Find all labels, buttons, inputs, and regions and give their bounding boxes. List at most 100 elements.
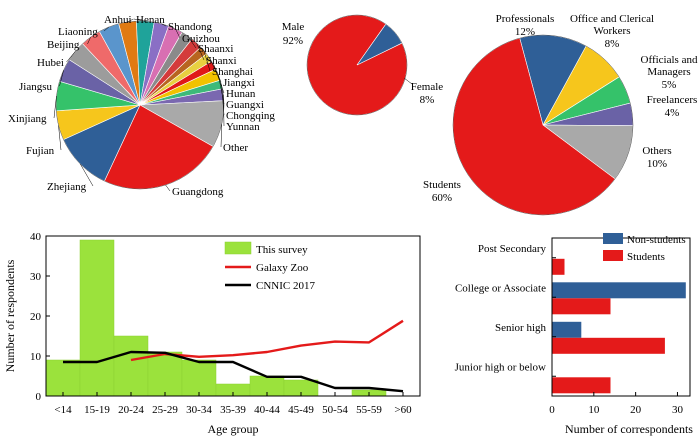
gender-pie-outline <box>306 14 408 116</box>
age-xtick-label-20-24: 20-24 <box>118 404 144 416</box>
age-ytick-label-0: 0 <box>36 391 42 403</box>
occupation-label-others: Others <box>642 145 671 157</box>
edu-xtick-label-10: 10 <box>588 404 600 416</box>
age-bar-15-19 <box>79 239 115 397</box>
province-label-guangxi: Guangxi <box>226 99 264 111</box>
age-line-cnnic-2017 <box>63 350 404 393</box>
province-label-shanxi: Shanxi <box>206 55 237 67</box>
age-legend-label-cnnic-2017: CNNIC 2017 <box>256 280 315 292</box>
province-leader-shanghai <box>203 50 211 72</box>
age-xlabel: Age group <box>208 422 259 436</box>
edu-plot-frame <box>551 237 691 397</box>
age-xtick-label-15-19: 15-19 <box>84 404 110 416</box>
province-label-anhui: Anhui <box>104 14 132 26</box>
occupation-label-professionals: Professionals <box>496 13 555 25</box>
age-bar-20-24 <box>113 335 149 397</box>
occupation-label-officials-and: Officials and <box>641 54 698 66</box>
edu-category-label-senior-high: Senior high <box>495 322 547 334</box>
province-label-hubei: Hubei <box>37 57 64 69</box>
occupation-pct-officials-and: 5% <box>662 79 677 91</box>
province-leader-jiangsu <box>59 70 64 87</box>
occupation-pct-office-and-clerical: 8% <box>605 38 620 50</box>
age-xtick-label-14: <14 <box>54 404 72 416</box>
province-pie-outline <box>55 20 225 190</box>
province-label-zhejiang: Zhejiang <box>47 181 87 193</box>
gender-label-female: Female <box>411 81 443 93</box>
province-leader-guangxi <box>218 74 225 105</box>
age-bar-14 <box>45 359 81 397</box>
edu-bar-non-students-senior-high <box>552 321 582 338</box>
edu-legend-swatch-students <box>603 250 623 261</box>
age-ytick-label-20: 20 <box>30 311 42 323</box>
province-label-xinjiang: Xinjiang <box>8 113 47 125</box>
province-label-chongqing: Chongqing <box>226 110 275 122</box>
age-xtick-label-30-34: 30-34 <box>186 404 212 416</box>
province-leader-beijing <box>87 36 91 45</box>
province-label-other: Other <box>223 142 248 154</box>
age-xtick-label-55-59: 55-59 <box>356 404 382 416</box>
occupation-pct-freelancers: 4% <box>665 107 680 119</box>
province-leader-shaanxi <box>186 35 197 49</box>
province-leader-other <box>220 124 222 148</box>
province-label-guangdong: Guangdong <box>172 186 224 198</box>
province-label-jiangxi: Jiangxi <box>223 77 255 89</box>
edu-xtick-label-20: 20 <box>630 404 642 416</box>
occupation-pct-others: 10% <box>647 158 667 170</box>
gender-pct-female: 8% <box>420 94 435 106</box>
age-legend-swatch-this-survey <box>224 241 252 255</box>
occupation-pct-students: 60% <box>432 192 452 204</box>
age-xtick-label-50-54: 50-54 <box>322 404 348 416</box>
occupation-label2-office-and-clerical: Workers <box>594 25 631 37</box>
province-leader-fujian <box>58 125 62 151</box>
age-legend-label-this-survey: This survey <box>256 244 308 256</box>
occupation-label2-officials-and: Managers <box>647 66 690 78</box>
gender-label-male: Male <box>282 21 305 33</box>
age-ytick-label-30: 30 <box>30 271 42 283</box>
province-leader-guizhou <box>175 28 181 39</box>
province-label-beijing: Beijing <box>47 39 80 51</box>
province-leader-anhui <box>127 18 134 23</box>
edu-xlabel: Number of correspondents <box>565 422 693 436</box>
age-xtick-label-60: >60 <box>394 404 412 416</box>
province-label-liaoning: Liaoning <box>58 26 98 38</box>
edu-bar-non-students-college-or-associate <box>552 282 686 299</box>
edu-bar-students-college-or-associate <box>552 298 611 315</box>
province-leader-hubei <box>66 51 76 63</box>
age-xtick-label-40-44: 40-44 <box>254 404 280 416</box>
occupation-label-freelancers: Freelancers <box>647 94 698 106</box>
edu-legend-swatch-non-students <box>603 233 623 244</box>
age-xtick-label-45-49: 45-49 <box>288 404 314 416</box>
age-ylabel: Number of respondents <box>3 259 17 372</box>
edu-bar-students-post-secondary <box>552 258 565 275</box>
age-bar-30-34 <box>181 359 217 397</box>
province-leader-yunnan <box>223 94 225 127</box>
edu-xtick-label-30: 30 <box>672 404 684 416</box>
age-xtick-label-25-29: 25-29 <box>152 404 178 416</box>
occupation-label-office-and-clerical: Office and Clerical <box>570 13 654 25</box>
province-label-fujian: Fujian <box>26 145 55 157</box>
edu-bar-students-junior-high-or-below <box>552 377 611 394</box>
province-label-shanghai: Shanghai <box>212 66 253 78</box>
edu-bar-students-senior-high <box>552 337 665 354</box>
age-legend-label-galaxy-zoo: Galaxy Zoo <box>256 262 309 274</box>
edu-legend-label-non-students: Non-students <box>627 234 686 246</box>
edu-category-label-post-secondary: Post Secondary <box>478 243 547 255</box>
gender-pct-male: 92% <box>283 35 303 47</box>
age-ytick-label-40: 40 <box>30 231 42 243</box>
province-leader-shandong <box>161 23 167 27</box>
province-leader-xinjiang <box>53 95 57 119</box>
province-label-henan: Henan <box>136 14 165 26</box>
province-leader-guangdong <box>165 184 171 192</box>
edu-category-label-college-or-associate: College or Associate <box>455 282 546 294</box>
gender-leader-female <box>403 77 413 85</box>
province-leader-liaoning <box>103 26 109 32</box>
age-xtick-label-35-39: 35-39 <box>220 404 246 416</box>
province-label-yunnan: Yunnan <box>226 121 260 133</box>
province-leader-zhejiang <box>80 163 94 187</box>
edu-category-label-junior-high-or-below: Junior high or below <box>455 361 546 373</box>
occupation-pie-outline <box>452 34 634 216</box>
edu-legend-label-students: Students <box>627 251 665 263</box>
occupation-pct-professionals: 12% <box>515 26 535 38</box>
province-leader-henan <box>133 18 146 22</box>
